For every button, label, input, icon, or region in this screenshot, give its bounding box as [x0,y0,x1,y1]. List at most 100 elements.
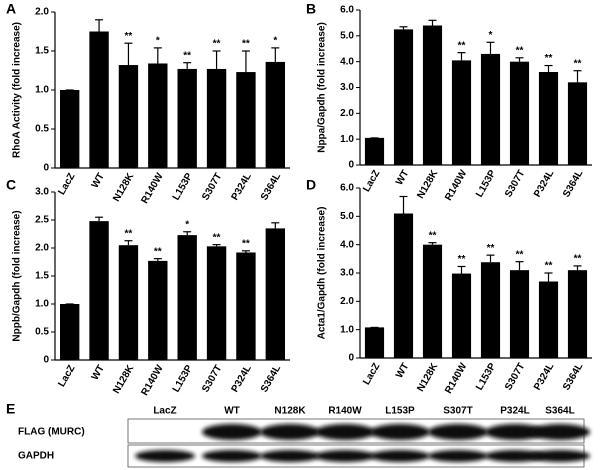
x-tick-label: S307T [503,361,527,392]
x-tick-label: LacZ [361,168,382,194]
x-tick-label: N128K [415,168,440,201]
bar [59,90,80,168]
significance-label: ** [545,261,553,272]
blot-band [530,424,590,440]
significance-label: ** [545,53,553,64]
x-tick-label: WT [90,171,107,190]
blot-band [202,450,262,462]
y-tick-label: 0 [43,163,49,174]
significance-label: * [156,36,160,47]
blot-band [315,424,375,440]
blot-band [370,424,430,440]
bar [451,273,472,358]
x-tick-label: N128K [111,363,136,396]
bar [89,221,109,360]
y-axis-label: Acta1/Gapdh (fold increase) [317,207,328,340]
x-tick-label: WT [394,361,411,380]
significance-label: * [489,30,493,41]
y-tick-label: 6.0 [340,183,354,194]
blot-band [530,450,590,462]
bar [393,29,414,165]
row-label: GAPDH [18,451,54,462]
x-tick-label: S307T [503,168,527,199]
y-tick-label: 3.0 [35,187,49,198]
y-tick-label: 2.0 [340,108,354,119]
y-axis-label: Nppb/Gapdh (fold increase) [12,210,23,341]
significance-label: ** [429,230,437,241]
significance-label: ** [213,39,221,50]
y-tick-label: 3.0 [340,268,354,279]
bar [118,245,139,360]
panel-label: B [306,1,316,17]
x-tick-label: N128K [111,171,136,204]
bar [538,72,559,165]
significance-label: ** [458,254,466,265]
bar [236,72,256,168]
x-tick-label: P324L [532,361,556,392]
significance-label: ** [516,45,524,56]
y-tick-label: 0 [348,353,354,364]
y-tick-label: 1.5 [35,271,49,282]
bar [393,213,414,358]
y-tick-label: 2.0 [35,7,49,18]
lane-label: S364L [545,406,574,417]
bar [509,61,530,165]
x-tick-label: LacZ [56,171,77,197]
panel-label: A [6,1,16,17]
y-tick-label: 1.0 [340,134,354,145]
significance-label: ** [125,31,133,42]
y-tick-label: 2.5 [35,215,49,226]
bar [364,327,385,358]
y-tick-label: 3.0 [340,82,354,93]
x-tick-label: S364L [561,168,585,199]
y-tick-label: 1.0 [35,299,49,310]
significance-label: ** [574,254,582,265]
y-tick-label: 5.0 [340,211,354,222]
blot-band [260,424,320,440]
blot-band [315,450,375,462]
y-tick-label: 0.5 [35,327,49,338]
x-tick-label: R140W [139,363,165,398]
bar [59,304,80,360]
x-tick-label: N128K [415,361,440,394]
bar [148,260,168,360]
panel-label: D [306,177,316,193]
y-tick-label: 6.0 [340,5,354,16]
blot-band [202,424,262,440]
bar [265,61,286,168]
bar [89,31,109,168]
bar [236,252,256,360]
y-axis-label: RhoA Activity (fold increase) [12,22,23,158]
x-tick-label: S307T [200,363,224,394]
y-tick-label: 4.0 [340,56,354,67]
significance-label: ** [458,40,466,51]
bar [177,68,197,168]
y-tick-label: 2.0 [340,296,354,307]
y-tick-label: 1.0 [35,85,49,96]
x-tick-label: L153P [171,171,195,202]
blot-band [135,450,195,462]
bar [567,270,588,358]
significance-label: ** [574,58,582,69]
panel-label: E [6,401,15,417]
bar [509,270,530,358]
y-tick-label: 4.0 [340,239,354,250]
bar [148,63,168,169]
bar [364,137,385,165]
bar [567,82,588,165]
x-tick-label: S364L [259,171,283,202]
significance-label: ** [183,50,191,61]
bar [265,228,286,360]
x-tick-label: L153P [474,361,498,392]
x-tick-label: S364L [259,363,283,394]
x-tick-label: L153P [171,363,195,394]
bar [206,246,227,360]
bar [206,68,227,168]
significance-label: * [273,36,277,47]
bar [538,281,559,358]
x-tick-label: WT [90,363,107,382]
y-tick-label: 0 [348,160,354,171]
significance-label: * [185,219,189,230]
significance-label: ** [154,246,162,257]
